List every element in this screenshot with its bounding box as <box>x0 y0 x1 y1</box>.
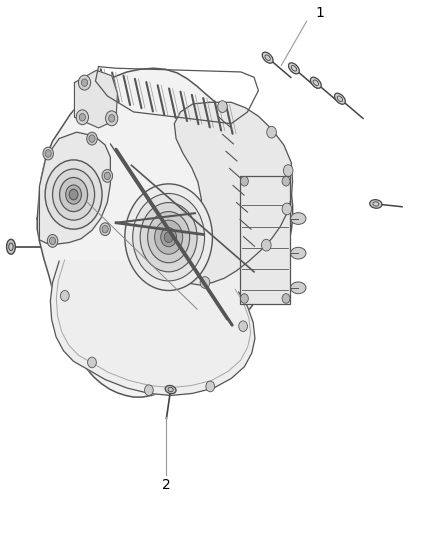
Ellipse shape <box>311 77 321 88</box>
Circle shape <box>79 114 85 121</box>
Circle shape <box>47 235 58 247</box>
Circle shape <box>240 176 248 186</box>
Circle shape <box>53 169 95 220</box>
Circle shape <box>81 79 88 86</box>
Circle shape <box>88 357 96 368</box>
Circle shape <box>206 381 215 392</box>
Circle shape <box>148 212 190 263</box>
Circle shape <box>200 277 210 288</box>
Polygon shape <box>37 68 293 397</box>
Ellipse shape <box>335 93 345 104</box>
Circle shape <box>145 385 153 395</box>
Ellipse shape <box>291 282 306 294</box>
Circle shape <box>133 193 205 281</box>
Ellipse shape <box>289 63 299 74</box>
Circle shape <box>161 228 177 247</box>
Circle shape <box>218 101 227 112</box>
Circle shape <box>239 321 247 332</box>
Circle shape <box>60 290 69 301</box>
Circle shape <box>267 126 276 138</box>
Circle shape <box>106 111 118 126</box>
Circle shape <box>102 225 108 233</box>
Ellipse shape <box>291 213 306 224</box>
Circle shape <box>69 189 78 200</box>
Circle shape <box>102 169 113 182</box>
Circle shape <box>49 237 56 245</box>
Ellipse shape <box>370 200 382 208</box>
Polygon shape <box>74 70 117 128</box>
Circle shape <box>45 150 51 157</box>
Circle shape <box>240 294 248 303</box>
Circle shape <box>104 172 110 180</box>
Circle shape <box>164 232 173 243</box>
Circle shape <box>125 184 212 290</box>
Circle shape <box>43 147 53 160</box>
Circle shape <box>76 110 88 125</box>
Text: 2: 2 <box>162 478 171 492</box>
Circle shape <box>45 160 102 229</box>
Circle shape <box>261 239 271 251</box>
Circle shape <box>60 177 88 212</box>
Polygon shape <box>39 132 110 244</box>
Bar <box>240 176 290 304</box>
Ellipse shape <box>262 52 273 63</box>
Circle shape <box>89 135 95 142</box>
Circle shape <box>282 176 290 186</box>
Circle shape <box>155 220 183 254</box>
Ellipse shape <box>291 247 306 259</box>
Polygon shape <box>50 261 255 395</box>
Ellipse shape <box>7 239 15 254</box>
Text: 1: 1 <box>315 6 324 20</box>
Circle shape <box>283 165 293 176</box>
Ellipse shape <box>165 385 176 394</box>
Circle shape <box>109 115 115 122</box>
Circle shape <box>66 185 81 204</box>
Circle shape <box>282 203 292 215</box>
Circle shape <box>87 132 97 145</box>
Circle shape <box>100 223 110 236</box>
Circle shape <box>78 75 91 90</box>
Polygon shape <box>174 102 293 285</box>
Circle shape <box>282 294 290 303</box>
Circle shape <box>140 203 197 272</box>
